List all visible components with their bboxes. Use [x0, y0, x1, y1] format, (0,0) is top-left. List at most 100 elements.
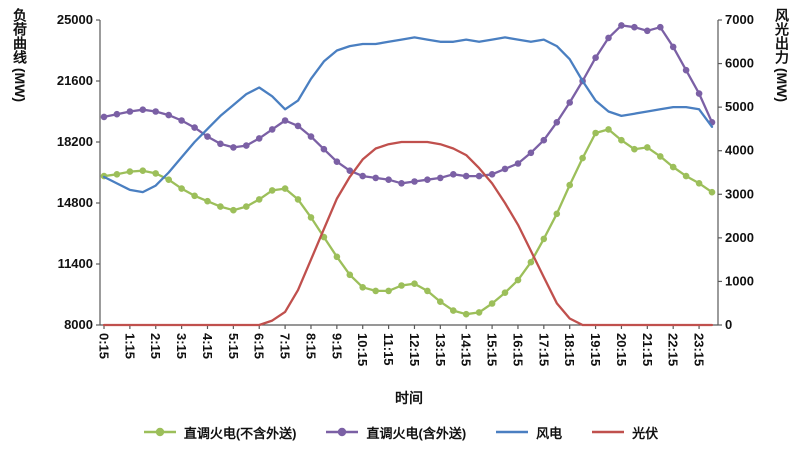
legend-item-solar: 光伏 — [590, 423, 658, 442]
series-marker-thermal-incl-export — [204, 133, 211, 140]
series-marker-thermal-excl-export — [618, 136, 625, 144]
x-tick-label: 6:15 — [252, 333, 267, 359]
series-thermal-excl-export — [100, 126, 716, 318]
legend-marker — [155, 427, 165, 437]
series-marker-thermal-excl-export — [579, 154, 586, 162]
series-line-wind — [102, 36, 714, 194]
series-marker-thermal-incl-export — [695, 90, 703, 97]
series-marker-thermal-incl-export — [488, 171, 496, 178]
series-marker-thermal-incl-export — [475, 172, 483, 180]
x-tick-label: 23:15 — [692, 333, 707, 366]
right-axis-ticks: 0 1000 2000 3000 4000 5000 6000 7000 — [718, 12, 754, 332]
x-tick-label: 5:15 — [226, 333, 241, 359]
series-marker-thermal-incl-export — [230, 144, 237, 151]
y-tick-label-right: 4000 — [725, 143, 754, 158]
x-tick-label: 18:15 — [562, 333, 577, 366]
y-tick-label-right: 2000 — [725, 230, 754, 245]
legend-swatch-wind — [496, 430, 529, 434]
x-tick-label: 4:15 — [200, 333, 215, 359]
series-marker-thermal-excl-export — [333, 253, 341, 261]
series-marker-thermal-excl-export — [346, 271, 354, 279]
legend-item-thermal-incl-export: 直调火电(含外送) — [324, 423, 466, 442]
series-marker-thermal-incl-export — [566, 99, 573, 106]
series-marker-thermal-incl-export — [618, 22, 625, 29]
series-marker-thermal-incl-export — [126, 108, 134, 115]
right-axis-title: 风光出力 (MW) — [774, 8, 790, 103]
x-tick-label: 22:15 — [666, 333, 681, 366]
legend: 直调火电(不含外送) 直调火电(含外送) 风电 光伏 — [0, 418, 800, 446]
series-marker-thermal-incl-export — [139, 106, 147, 113]
series-marker-thermal-incl-export — [514, 160, 522, 167]
legend-swatch-solar — [592, 430, 625, 434]
y-tick-label-right: 1000 — [725, 273, 754, 288]
x-tick-label: 3:15 — [174, 333, 189, 359]
y-tick-label-left: 8000 — [64, 317, 93, 332]
series-marker-thermal-excl-export — [527, 258, 535, 266]
y-tick-label-left: 18200 — [57, 134, 93, 149]
series-marker-thermal-excl-export — [669, 163, 677, 171]
series-wind — [102, 36, 714, 194]
series-marker-thermal-excl-export — [281, 185, 289, 192]
y-tick-label-right: 0 — [725, 317, 732, 332]
x-tick-label: 2:15 — [148, 333, 163, 359]
series-marker-thermal-incl-export — [165, 111, 172, 119]
series-marker-thermal-excl-export — [450, 307, 457, 314]
x-tick-label: 16:15 — [510, 333, 525, 366]
x-tick-label: 12:15 — [407, 333, 422, 366]
x-tick-label: 7:15 — [278, 333, 293, 359]
series-marker-thermal-incl-export — [527, 149, 535, 157]
series-marker-thermal-excl-export — [411, 280, 418, 288]
series-marker-thermal-incl-export — [243, 142, 250, 149]
x-tick-label: 0:15 — [97, 333, 112, 359]
x-tick-label: 9:15 — [329, 333, 344, 359]
series-line-solar — [102, 140, 714, 327]
series-marker-thermal-incl-export — [281, 117, 289, 124]
series-marker-thermal-incl-export — [605, 34, 612, 42]
series-marker-thermal-incl-export — [592, 54, 599, 61]
series-marker-thermal-excl-export — [294, 196, 302, 203]
series-marker-thermal-incl-export — [178, 117, 185, 124]
series-marker-thermal-incl-export — [359, 172, 367, 180]
series-marker-thermal-incl-export — [346, 167, 354, 174]
y-tick-label-left: 11400 — [58, 256, 93, 271]
series-marker-thermal-incl-export — [268, 126, 276, 133]
series-marker-thermal-incl-export — [294, 122, 302, 130]
series-marker-thermal-excl-export — [217, 203, 224, 210]
series-marker-thermal-incl-export — [669, 43, 677, 51]
series-marker-thermal-excl-export — [398, 282, 405, 289]
series-marker-thermal-incl-export — [100, 113, 108, 121]
legend-label-wind: 风电 — [536, 425, 563, 441]
series-marker-thermal-incl-export — [450, 171, 457, 178]
series-marker-thermal-excl-export — [553, 210, 561, 218]
series-marker-thermal-excl-export — [113, 171, 121, 178]
series-marker-thermal-incl-export — [424, 176, 431, 183]
series-marker-thermal-excl-export — [307, 214, 315, 221]
series-marker-thermal-excl-export — [695, 180, 703, 187]
series-line-thermal-excl-export — [102, 128, 714, 316]
series-line-thermal-incl-export — [102, 24, 714, 185]
x-tick-label: 15:15 — [485, 333, 500, 366]
left-axis-title: 负荷曲线 (MW) — [12, 8, 28, 103]
series-marker-thermal-excl-export — [631, 145, 638, 153]
series-marker-thermal-incl-export — [307, 133, 315, 140]
series-marker-thermal-excl-export — [605, 126, 612, 133]
series-marker-thermal-excl-export — [152, 170, 159, 177]
x-tick-label: 10:15 — [355, 333, 370, 366]
series-marker-thermal-excl-export — [255, 196, 263, 203]
series-marker-thermal-incl-export — [553, 119, 561, 126]
x-tick-label: 13:15 — [433, 333, 448, 366]
x-tick-label: 14:15 — [459, 333, 474, 366]
series-marker-thermal-excl-export — [385, 287, 392, 295]
series-marker-thermal-excl-export — [488, 300, 496, 307]
y-tick-label-left: 14800 — [57, 195, 93, 210]
x-tick-label: 8:15 — [303, 333, 318, 359]
series-marker-thermal-excl-export — [644, 144, 651, 151]
series-marker-thermal-incl-export — [657, 23, 664, 31]
series-marker-thermal-excl-export — [682, 172, 690, 180]
legend-label-thermal-incl-export: 直调火电(含外送) — [366, 425, 467, 441]
legend-label-thermal-excl-export: 直调火电(不含外送) — [183, 425, 297, 441]
y-tick-label-left: 21600 — [57, 73, 93, 88]
x-tick-label: 19:15 — [588, 333, 603, 366]
series-marker-thermal-excl-export — [126, 168, 134, 175]
series-marker-thermal-incl-export — [191, 124, 198, 131]
